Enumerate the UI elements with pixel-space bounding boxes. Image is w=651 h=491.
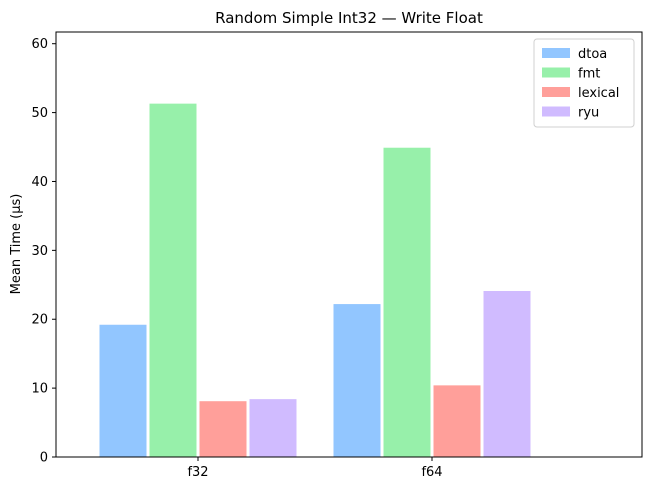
- bar-dtoa-f64: [333, 304, 381, 457]
- y-tick-label: 40: [31, 175, 48, 190]
- bar-lexical-f64: [433, 385, 481, 457]
- y-tick-label: 10: [31, 382, 48, 397]
- bar-ryu-f32: [249, 399, 297, 457]
- y-tick-label: 50: [31, 106, 48, 121]
- y-axis-title: Mean Time (µs): [9, 194, 24, 295]
- plot-frame: [55, 31, 643, 458]
- axes-group: 0 10 20 30 40 50 60 f32 f64: [31, 31, 643, 480]
- legend-label-ryu: ryu: [578, 106, 599, 121]
- legend-swatch-fmt: [542, 67, 570, 78]
- y-tick-label: 60: [31, 37, 48, 52]
- legend-swatch-lexical: [542, 87, 570, 97]
- legend-label-lexical: lexical: [578, 86, 619, 101]
- legend-label-dtoa: dtoa: [578, 47, 607, 62]
- legend-label-fmt: fmt: [578, 67, 600, 82]
- bar-fmt-f64: [383, 147, 431, 457]
- bar-fmt-f32: [149, 103, 197, 457]
- legend-swatch-dtoa: [542, 48, 570, 58]
- bars-group: [99, 103, 531, 457]
- chart-title: Random Simple Int32 — Write Float: [215, 9, 483, 27]
- x-tick-label: f32: [187, 465, 208, 480]
- bar-lexical-f32: [199, 401, 247, 457]
- legend-swatch-ryu: [542, 106, 570, 117]
- y-tick-label: 30: [31, 244, 48, 259]
- y-tick-label: 0: [40, 451, 48, 466]
- bar-ryu-f64: [483, 290, 531, 457]
- x-tick-label: f64: [421, 465, 442, 480]
- bar-dtoa-f32: [99, 324, 147, 457]
- legend-box: [533, 38, 635, 128]
- legend: dtoa fmt lexical ryu: [533, 38, 635, 128]
- y-tick-label: 20: [31, 313, 48, 328]
